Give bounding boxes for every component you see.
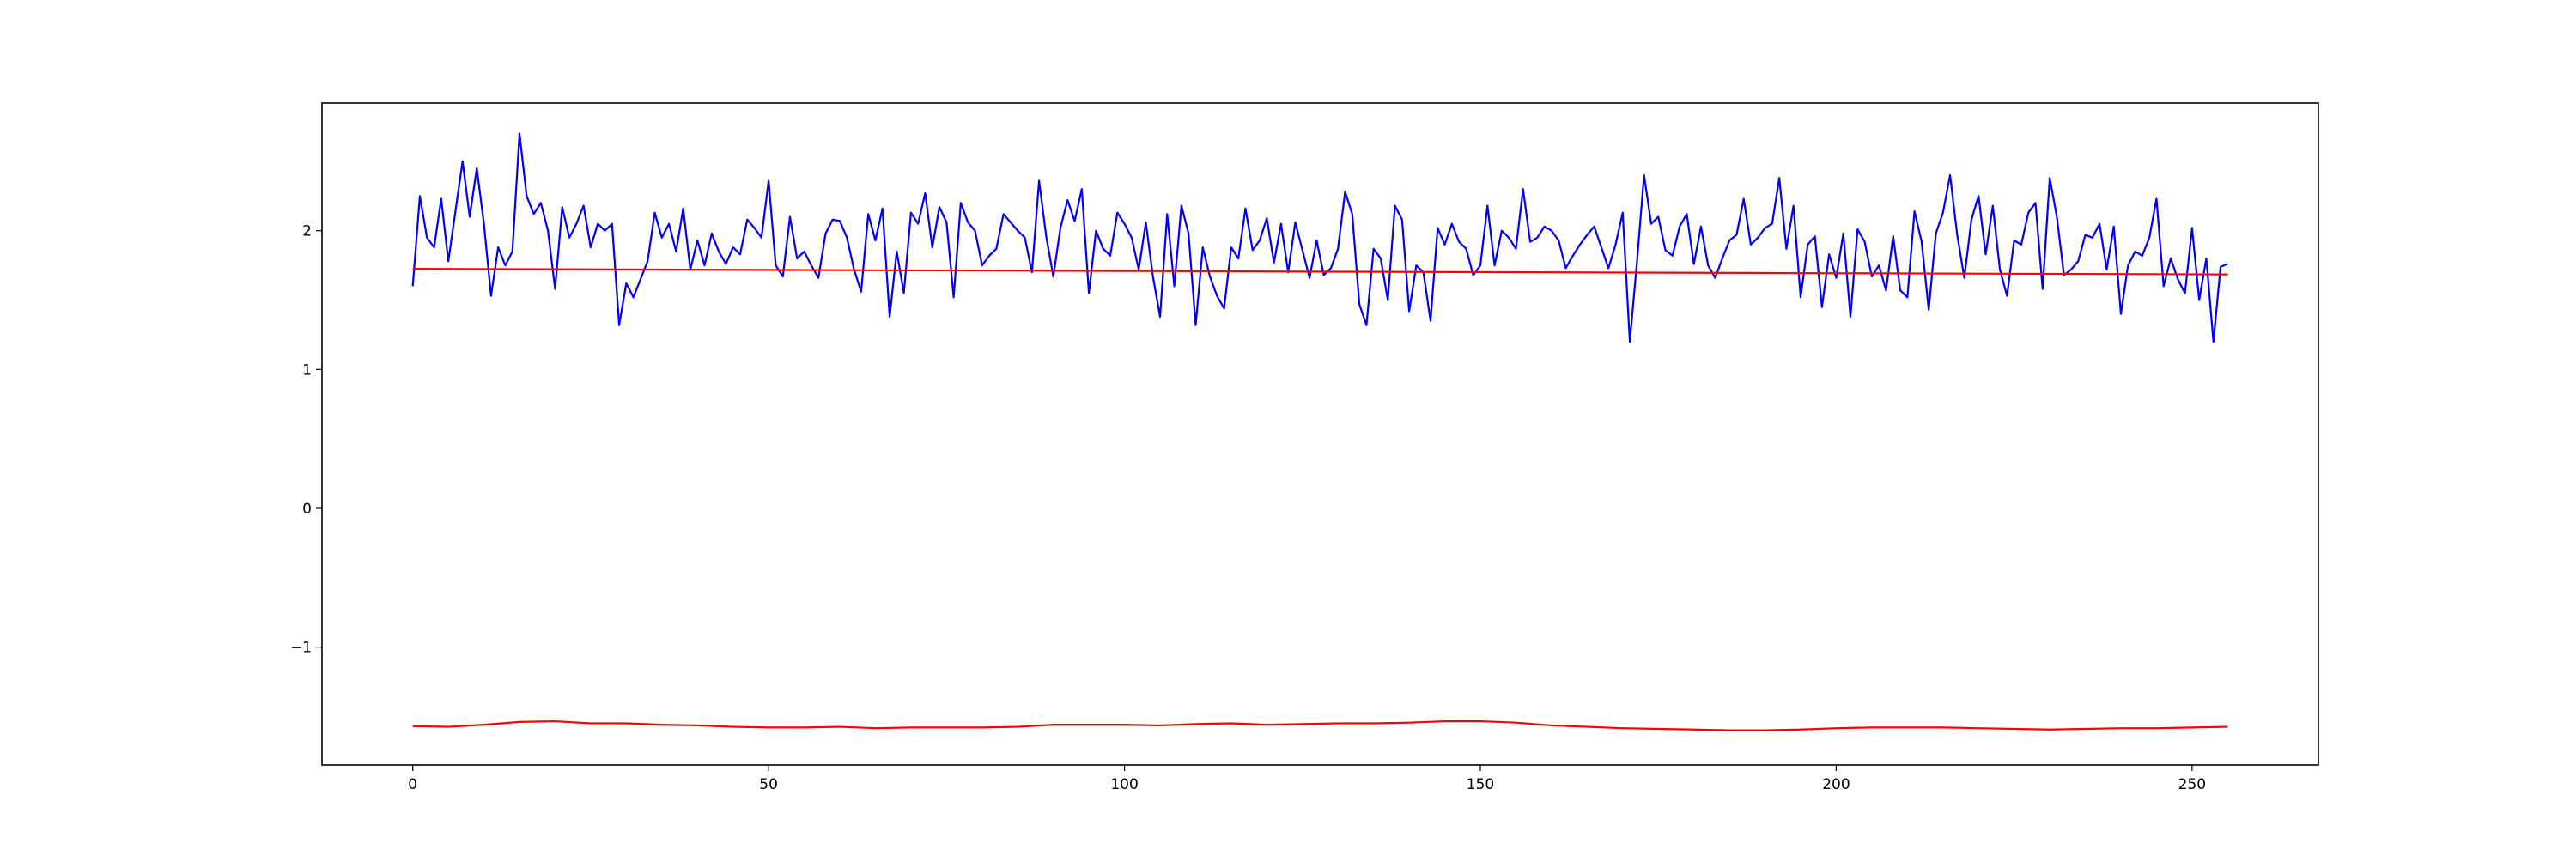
x-tick-label: 100 [1110,776,1138,793]
ticks-layer: 0 50 100 150 200 250 −1 0 1 2 [290,223,2206,793]
x-tick-label: 0 [408,776,417,793]
series-layer [411,132,2228,731]
y-tick-label: −1 [290,640,312,657]
y-tick-label: 1 [302,361,312,379]
y-tick-label: 0 [302,501,312,518]
series-line-3 [412,719,2228,731]
series-line-1 [411,132,2228,343]
x-tick-label: 200 [1822,776,1850,793]
x-tick-label: 150 [1467,776,1494,793]
series-line-2 [412,268,2228,276]
x-tick-label: 250 [2178,776,2206,793]
axes-frame [321,102,2319,766]
x-tick-label: 50 [759,776,778,793]
y-tick-label: 2 [302,223,312,240]
